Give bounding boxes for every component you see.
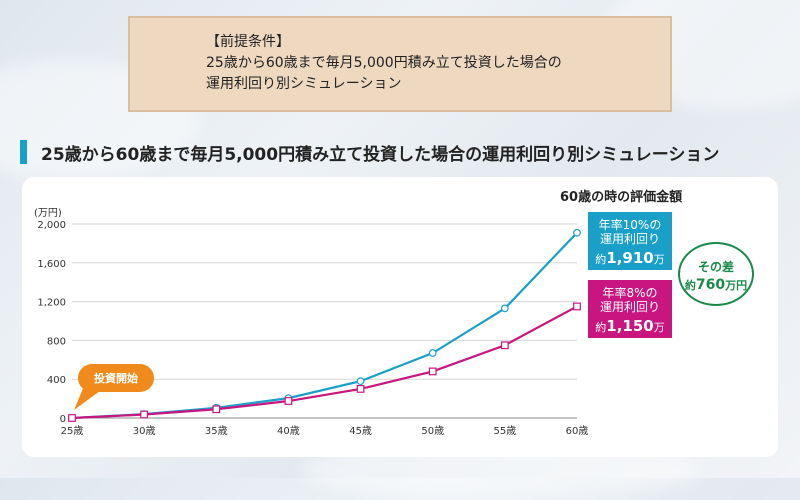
x-tick-label: 25歳 bbox=[61, 425, 84, 437]
callout-10-unit: 万円 bbox=[624, 253, 665, 282]
callout-rate-10: 年率10%の 運用利回り 約1,910万円 bbox=[588, 212, 672, 282]
x-tick-label: 50歳 bbox=[421, 425, 444, 437]
y-tick-label: 800 bbox=[47, 336, 66, 347]
y-tick-label: 1,200 bbox=[37, 298, 66, 309]
callout-8-prefix: 約 bbox=[595, 321, 607, 334]
section-heading: 25歳から60歳まで毎月5,000円積み立て投資した場合の運用利回り別シミュレー… bbox=[20, 140, 720, 165]
conditions-line-2: 運用利回り別シミュレーション bbox=[206, 76, 402, 92]
callout-10-prefix: 約 bbox=[595, 253, 607, 266]
data-point-rate_8 bbox=[500, 341, 509, 350]
conditions-label: 【前提条件】 bbox=[206, 34, 290, 50]
data-point-rate_8 bbox=[573, 302, 581, 311]
callout-10-amount: 1,910 bbox=[606, 249, 654, 267]
conditions-line-1: 25歳から60歳まで毎月5,000円積み立て投資した場合の bbox=[206, 55, 562, 71]
y-tick-label: 0 bbox=[60, 414, 66, 425]
conditions-box: 【前提条件】 25歳から60歳まで毎月5,000円積み立て投資した場合の 運用利… bbox=[128, 16, 672, 112]
line-chart: 0 400 800 1,200 1,600 2,000(万円) 25歳 30歳 35歳 40歳 45… bbox=[34, 208, 589, 437]
data-point-rate_10 bbox=[356, 377, 365, 386]
difference-label: その差 bbox=[697, 260, 734, 274]
data-point-rate_8 bbox=[212, 405, 221, 414]
callout-8-amount: 1,150 bbox=[606, 317, 654, 335]
data-point-rate_8 bbox=[68, 414, 76, 422]
section-title: 25歳から60歳まで毎月5,000円積み立て投資した場合の運用利回り別シミュレー… bbox=[41, 144, 720, 165]
data-point-rate_8 bbox=[356, 385, 365, 393]
callout-8-value: 約1,150万円 bbox=[592, 317, 668, 351]
evaluation-title: 60歳の時の評価金額 bbox=[560, 190, 683, 205]
difference-amount: 760 bbox=[695, 277, 726, 293]
x-tick-label: 45歳 bbox=[349, 425, 372, 437]
data-point-rate_10 bbox=[500, 304, 509, 313]
callout-8-line-1: 年率8%の bbox=[602, 286, 658, 300]
x-tick-label: 55歳 bbox=[493, 425, 516, 437]
y-tick-label: 1,600 bbox=[37, 259, 66, 270]
data-point-rate_8 bbox=[140, 410, 149, 419]
data-point-rate_8 bbox=[284, 397, 293, 405]
callout-8-unit: 万円 bbox=[624, 321, 665, 350]
y-tick-label: 2,000 bbox=[37, 220, 66, 231]
data-point-rate_10 bbox=[428, 349, 437, 357]
callout-rate-8: 年率8%の 運用利回り 約1,150万円 bbox=[588, 280, 672, 350]
series-line-rate_10 bbox=[71, 231, 578, 420]
difference-prefix: 約 bbox=[684, 279, 696, 292]
x-tick-label: 35歳 bbox=[205, 425, 228, 437]
start-badge bbox=[78, 364, 154, 392]
difference-value: 約760万円 bbox=[680, 277, 752, 293]
series-line-rate_8 bbox=[71, 305, 578, 420]
y-tick-label: 400 bbox=[47, 375, 66, 386]
data-point-rate_10 bbox=[573, 228, 581, 237]
difference-circle: その差 約760万円 bbox=[678, 242, 754, 306]
heading-accent-bar bbox=[20, 140, 27, 164]
y-axis-label: (万円) bbox=[34, 208, 62, 219]
callout-10-line-2: 運用利回り bbox=[599, 232, 660, 246]
callout-10-line-1: 年率10%の bbox=[598, 218, 662, 232]
callout-8-line-2: 運用利回り bbox=[599, 300, 660, 314]
difference-unit: 万円 bbox=[725, 279, 748, 292]
x-tick-label: 60歳 bbox=[566, 425, 589, 437]
x-tick-label: 40歳 bbox=[277, 425, 300, 437]
callout-10-value: 約1,910万円 bbox=[592, 249, 668, 283]
conditions-text: 【前提条件】 25歳から60歳まで毎月5,000円積み立て投資した場合の 運用利… bbox=[206, 32, 562, 95]
start-badge-label: 投資開始 bbox=[94, 371, 138, 385]
data-point-rate_8 bbox=[428, 367, 437, 376]
x-tick-label: 30歳 bbox=[133, 425, 156, 437]
